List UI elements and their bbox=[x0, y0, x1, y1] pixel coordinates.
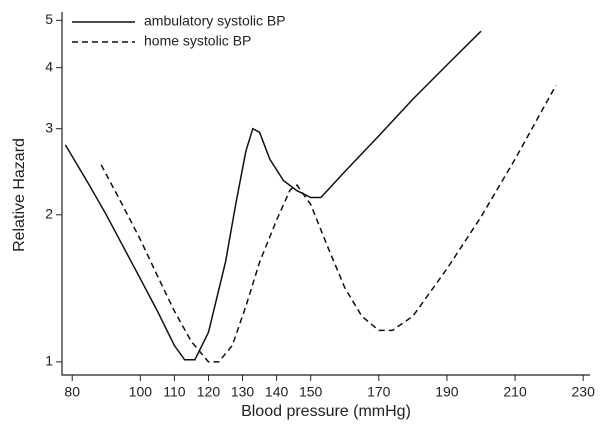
x-tick-label: 210 bbox=[503, 384, 527, 400]
y-tick-label: 5 bbox=[45, 11, 53, 27]
x-tick-label: 190 bbox=[435, 384, 459, 400]
legend-label: ambulatory systolic BP bbox=[144, 13, 286, 29]
line bbox=[64, 30, 482, 361]
y-tick-label: 3 bbox=[45, 119, 53, 135]
y-tick-label: 1 bbox=[45, 353, 53, 369]
x-tick-label: 130 bbox=[231, 384, 255, 400]
y-axis-label: Relative Hazard bbox=[11, 138, 28, 252]
x-tick-label: 120 bbox=[197, 384, 221, 400]
x-tick-label: 140 bbox=[265, 384, 289, 400]
legend-label: home systolic BP bbox=[144, 33, 251, 49]
x-tick-label: 150 bbox=[299, 384, 323, 400]
x-tick-label: 100 bbox=[129, 384, 153, 400]
axes bbox=[61, 12, 590, 376]
x-tick-label: 170 bbox=[367, 384, 391, 400]
y-tick-label: 2 bbox=[45, 205, 53, 221]
y-tick-label: 4 bbox=[45, 58, 53, 74]
x-tick-label: 230 bbox=[572, 384, 596, 400]
x-tick-label: 80 bbox=[64, 384, 80, 400]
line bbox=[100, 85, 557, 363]
x-axis-label: Blood pressure (mmHg) bbox=[241, 403, 411, 420]
x-tick-label: 110 bbox=[163, 384, 186, 400]
